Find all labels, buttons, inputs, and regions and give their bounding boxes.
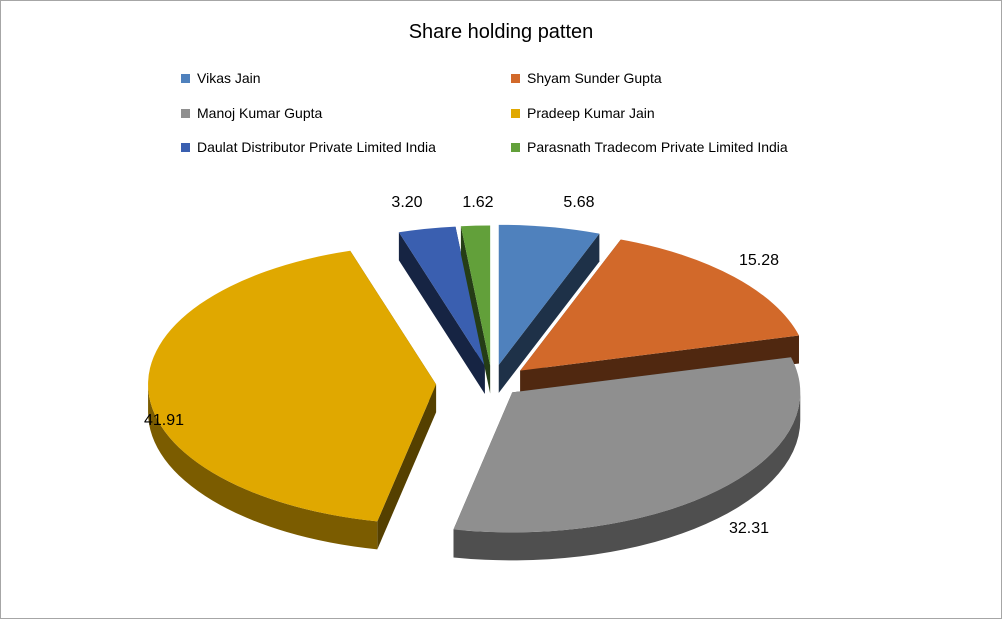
pie-slice-top [520, 239, 799, 371]
legend-entry-manoj-kumar-gupta: Manoj Kumar Gupta [181, 104, 322, 122]
data-label-1: 15.28 [739, 252, 779, 269]
chart-title: Share holding patten [408, 21, 594, 43]
data-label-2: 32.31 [729, 520, 769, 537]
data-label-4: 3.20 [391, 194, 422, 211]
legend-swatch [181, 143, 190, 152]
pie-slice-top [498, 224, 600, 365]
pie-slice-2 [453, 357, 801, 561]
pie-slice-5 [460, 225, 491, 394]
legend-label: Shyam Sunder Gupta [527, 70, 662, 86]
pie-slice-top [460, 225, 491, 366]
pie-slice-top [398, 226, 485, 366]
pie-slice-side [498, 233, 600, 393]
pie-slice-3 [148, 250, 437, 550]
legend-entry-vikas-jain: Vikas Jain [181, 69, 261, 87]
legend-entry-parasnath-tradecom: Parasnath Tradecom Private Limited India [511, 138, 788, 156]
legend-swatch [511, 143, 520, 152]
pie-slice-4 [398, 226, 485, 394]
legend-swatch [181, 109, 190, 118]
pie-slice-wall [453, 392, 801, 561]
data-label-5: 1.62 [462, 194, 493, 211]
data-label-3: 41.91 [144, 412, 184, 429]
pie-slice-top [453, 357, 801, 533]
legend-swatch [511, 74, 520, 83]
pie-slice-side [460, 226, 491, 394]
legend-entry-shyam-sunder-gupta: Shyam Sunder Gupta [511, 69, 662, 87]
legend-swatch [511, 109, 520, 118]
legend-entry-pradeep-kumar-jain: Pradeep Kumar Jain [511, 104, 655, 122]
legend-label: Parasnath Tradecom Private Limited India [527, 139, 788, 155]
legend-label: Daulat Distributor Private Limited India [197, 139, 436, 155]
pie-slice-side [377, 384, 437, 550]
pie-data-labels: 5.68 15.28 32.31 41.91 3.20 1.62 [144, 194, 779, 537]
data-label-0: 5.68 [563, 194, 594, 211]
pie-slice-top [148, 250, 437, 522]
legend-label: Manoj Kumar Gupta [197, 105, 323, 121]
pie-slice-0 [498, 224, 600, 393]
pie-slices [148, 224, 801, 561]
pie-slice-side [398, 232, 485, 394]
legend-label: Vikas Jain [197, 70, 261, 86]
legend-swatch [181, 74, 190, 83]
legend-label: Pradeep Kumar Jain [527, 105, 655, 121]
legend-entry-daulat-distributor: Daulat Distributor Private Limited India [181, 138, 436, 156]
pie-slice-wall [148, 384, 378, 550]
